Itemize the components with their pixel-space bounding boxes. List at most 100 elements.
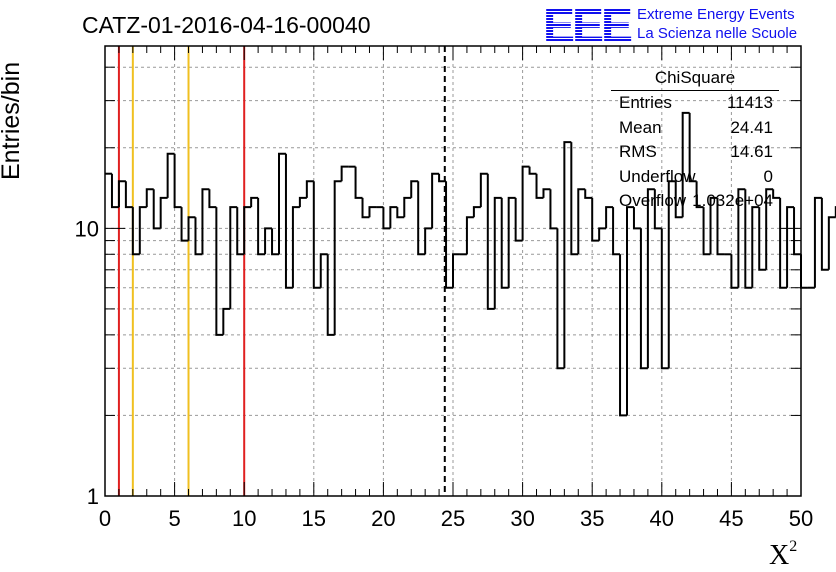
histogram-bar [577, 188, 586, 255]
stats-row-mean: Mean 24.41 [611, 116, 779, 141]
marker-lines [117, 46, 446, 496]
logo-line-2: La Scienza nelle Scuole [637, 25, 798, 42]
x-tick-label: 40 [650, 506, 674, 531]
histogram-bar [737, 188, 746, 288]
y-axis-label: Entries/bin [0, 61, 25, 180]
histogram-bar [500, 197, 509, 289]
histogram-bar [744, 189, 753, 289]
histogram-bar [709, 196, 718, 255]
histogram-bar [660, 228, 669, 370]
histogram-bar [361, 197, 370, 219]
histogram-bar [284, 153, 293, 289]
histogram-bar [584, 189, 593, 199]
histogram-bar [229, 206, 238, 309]
stats-row-underflow: Underflow 0 [611, 165, 779, 190]
histogram-bar [556, 228, 565, 370]
histogram-bar [702, 207, 711, 256]
stats-box: ChiSquare Entries 11413 Mean 24.41 RMS 1… [611, 66, 779, 214]
x-tick-label: 0 [99, 506, 111, 531]
x-tick-label: 45 [719, 506, 743, 531]
axis-tick-labels: 0 5 10 15 20 25 30 35 40 45 50 1 10 [75, 216, 814, 531]
histogram-bar [695, 181, 704, 209]
histogram-bar [215, 207, 224, 336]
histogram-bar [403, 196, 412, 218]
stats-value: 24.41 [730, 117, 773, 137]
histogram-bar [472, 206, 481, 218]
histogram-bar [187, 216, 196, 241]
histogram-bar [479, 172, 488, 208]
x-axis-label-base: X [769, 540, 790, 571]
histogram-bar [507, 196, 516, 288]
histogram-bar [563, 141, 572, 369]
histogram-bar [653, 189, 662, 230]
histogram-bar [605, 206, 614, 229]
histogram-bar [639, 228, 648, 370]
histogram-bar [758, 207, 767, 271]
histogram-bar [646, 188, 655, 369]
histogram-bar [257, 197, 266, 256]
x-tick-label: 20 [371, 506, 395, 531]
histogram-bar [410, 180, 419, 198]
x-tick-label: 10 [232, 506, 256, 531]
axis-ticks [104, 46, 802, 497]
histogram-bar [152, 189, 161, 230]
histogram-bar [452, 253, 460, 288]
histogram-bar [716, 197, 725, 256]
eee-logo-icon: EEE [543, 0, 633, 48]
histogram-bar [424, 227, 433, 255]
stats-value: 14.61 [730, 142, 773, 161]
histogram-bar [619, 254, 627, 417]
histogram-bar [772, 189, 781, 199]
stats-value: 0 [763, 166, 773, 186]
stats-row-overflow: Overflow 1.032e+04 [611, 189, 779, 214]
stats-label: Overflow [619, 191, 687, 210]
histogram-bar [264, 227, 273, 255]
stats-value: 1.032e+04 [692, 191, 773, 210]
x-axis-label: X2 [769, 538, 797, 572]
histogram-bar [159, 196, 168, 229]
stats-title: ChiSquare [611, 66, 779, 91]
histogram-bar [243, 206, 252, 255]
y-tick-label: 1 [87, 484, 99, 509]
histogram-bar [138, 206, 147, 255]
stats-row-rms: RMS 14.61 [611, 140, 779, 165]
histogram-bar [312, 181, 321, 289]
histogram-bar [521, 165, 530, 241]
histogram-bar [271, 228, 279, 256]
histogram-bar [194, 217, 203, 256]
stats-label: RMS [619, 142, 657, 161]
histogram-bar [131, 207, 140, 256]
histogram-bar [591, 197, 600, 242]
y-tick-label: 10 [75, 216, 99, 241]
x-tick-label: 5 [168, 506, 180, 531]
logo-text: EEE [543, 0, 633, 48]
histogram-bar [779, 197, 788, 289]
stats-label: Mean [619, 117, 662, 137]
histogram-bar [493, 196, 502, 309]
histogram-bar [396, 207, 405, 219]
x-tick-label: 30 [510, 506, 534, 531]
histogram-bar [117, 180, 126, 208]
histogram-bar [173, 153, 182, 209]
x-tick-label: 50 [789, 506, 813, 531]
histogram-bar [201, 188, 210, 255]
histogram-bar [438, 173, 447, 183]
histogram-bar [166, 152, 175, 198]
histogram-bar [632, 207, 641, 230]
histogram-bar [751, 206, 760, 288]
x-tick-label: 15 [302, 506, 326, 531]
histogram-bar [340, 165, 349, 182]
histogram-bar [354, 166, 363, 199]
histogram-bar [786, 206, 795, 288]
histogram-bars [105, 111, 836, 417]
logo-line-1: Extreme Energy Events [637, 6, 795, 23]
run-title: CATZ-01-2016-04-16-00040 [82, 12, 371, 38]
histogram-bar [236, 207, 245, 256]
histogram-bar [626, 206, 634, 416]
histogram-bar [681, 111, 690, 218]
histogram-bar [124, 181, 133, 209]
histogram-bar [667, 180, 676, 369]
histogram-bar [333, 180, 342, 335]
histogram-bar [688, 112, 697, 183]
